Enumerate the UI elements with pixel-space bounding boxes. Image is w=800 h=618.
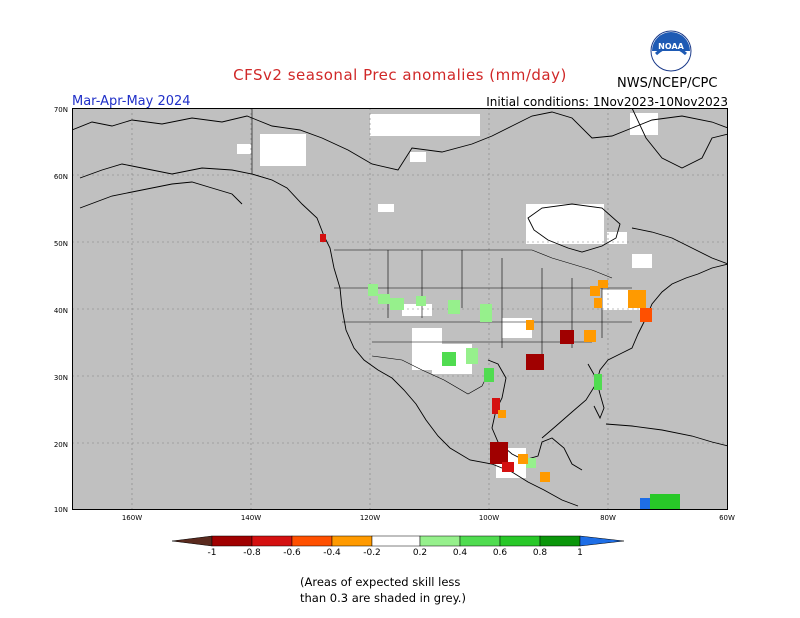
lon-label: 120W: [359, 514, 381, 522]
colorbar-label: 0.8: [532, 548, 548, 558]
negative-anomalies: [320, 234, 652, 482]
colorbar-swatch: [499, 535, 541, 547]
map-frame: [72, 108, 728, 510]
colorbar-label: 0.4: [452, 548, 468, 558]
lon-label: 160W: [121, 514, 143, 522]
season-label: Mar-Apr-May 2024: [72, 94, 191, 109]
logo-text: NOAA: [658, 42, 684, 51]
lat-label: 50N: [53, 240, 68, 248]
colorbar-label: -1: [207, 548, 217, 558]
lon-label: 80W: [600, 514, 616, 522]
colorbar-swatch: [459, 535, 501, 547]
colorbar-swatch: [419, 535, 461, 547]
colorbar-label: 0.6: [492, 548, 508, 558]
colorbar-swatch: [211, 535, 253, 547]
colorbar-label: -0.2: [363, 548, 381, 558]
colorbar-label: 0.2: [412, 548, 428, 558]
lat-label: 10N: [53, 506, 68, 514]
noaa-logo-icon: NOAA: [650, 30, 692, 72]
lon-label: 100W: [478, 514, 500, 522]
skill-note: (Areas of expected skill less than 0.3 a…: [300, 574, 560, 606]
lat-label: 40N: [53, 307, 68, 315]
agency-label: NWS/NCEP/CPC: [617, 76, 718, 91]
colorbar-label: -0.4: [323, 548, 341, 558]
skill-note-line: than 0.3 are shaded in grey.): [300, 591, 466, 605]
skill-note-line: (Areas of expected skill less: [300, 575, 461, 589]
lat-label: 20N: [53, 441, 68, 449]
colorbar-label: 1: [577, 548, 583, 558]
precipitation-anomaly-map: [72, 108, 728, 510]
lat-label: 60N: [53, 173, 68, 181]
lat-label: 30N: [53, 374, 68, 382]
colorbar-swatch: [371, 535, 421, 547]
initial-conditions-label: Initial conditions: 1Nov2023-10Nov2023: [486, 95, 728, 109]
borders: [251, 108, 632, 395]
lon-label: 60W: [719, 514, 735, 522]
chart-title: CFSv2 seasonal Prec anomalies (mm/day): [233, 66, 567, 84]
colorbar-swatch: [579, 535, 625, 547]
coastlines: [72, 108, 728, 507]
colorbar-swatch: [172, 535, 213, 547]
colorbar-swatch: [251, 535, 293, 547]
colorbar-label: -0.6: [283, 548, 301, 558]
colorbar-swatch: [331, 535, 373, 547]
lon-label: 140W: [240, 514, 262, 522]
colorbar-swatch: [539, 535, 581, 547]
positive-anomalies: [368, 284, 680, 510]
colorbar-label: -0.8: [243, 548, 261, 558]
colorbar-legend: [172, 535, 625, 547]
colorbar-swatch: [291, 535, 333, 547]
lat-label: 70N: [53, 106, 68, 114]
